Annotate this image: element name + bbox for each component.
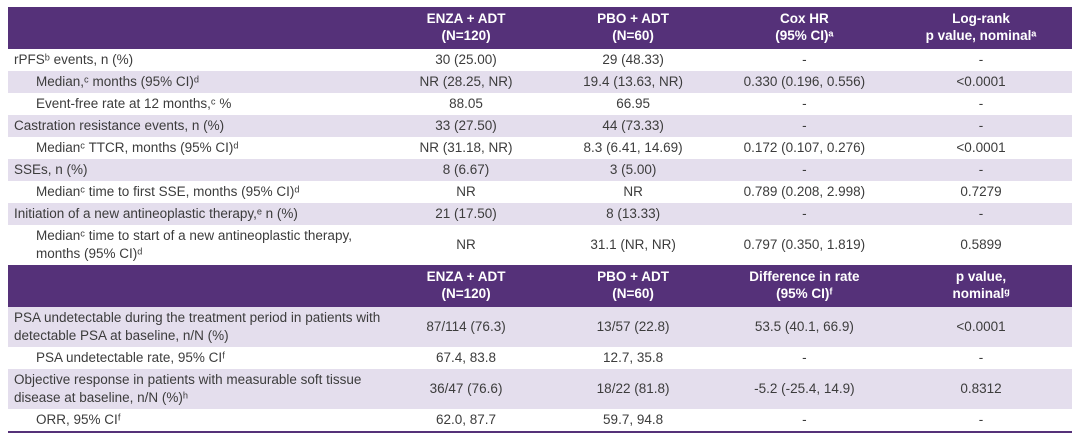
- table-2-header: ENZA + ADT (N=120) PBO + ADT (N=60) Diff…: [8, 264, 1072, 307]
- cell-stat: -: [802, 205, 807, 221]
- cell-enza: 62.0, 87.7: [436, 411, 497, 427]
- cell-enza: NR (28.25, NR): [419, 73, 513, 89]
- header-blank-cell: [8, 264, 385, 307]
- table-row-sses: SSEs, n (%) 8 (6.67) 3 (5.00) - -: [8, 158, 1072, 181]
- cell-enza: 30 (25.00): [435, 51, 497, 67]
- table-row-ttcr-median: Medianᶜ TTCR, months (95% CI)ᵈ NR (31.18…: [8, 136, 1072, 159]
- cell-enza: 33 (27.50): [435, 117, 497, 133]
- cell-pval: 0.8312: [960, 380, 1002, 396]
- table-row-orr: ORR, 95% CIᶠ 62.0, 87.7 59.7, 94.8 - -: [8, 408, 1072, 432]
- header-row: ENZA + ADT (N=120) PBO + ADT (N=60) Diff…: [8, 264, 1072, 307]
- table-row-rpfs-events: rPFSᵇ events, n (%) 30 (25.00) 29 (48.33…: [8, 48, 1072, 71]
- cell-pbo: 13/57 (22.8): [596, 318, 670, 334]
- cell-pval: -: [978, 205, 984, 221]
- table-row-psa-undetectable: PSA undetectable during the treatment pe…: [8, 306, 1072, 347]
- cell-enza: 67.4, 83.8: [436, 349, 497, 365]
- header-pbo-adt: PBO + ADT (N=60): [547, 7, 719, 49]
- header-rate-difference: Difference in rate (95% CI)ᶠ: [718, 264, 891, 307]
- table-row-rpfs-median: Median,ᶜ months (95% CI)ᵈ NR (28.25, NR)…: [8, 70, 1072, 93]
- table-row-new-therapy-initiation: Initiation of a new antineoplastic thera…: [8, 202, 1072, 225]
- cell-pbo: 59.7, 94.8: [603, 411, 664, 427]
- cell-pval: 0.5899: [960, 236, 1002, 252]
- cell-stat: 0.789 (0.208, 2.998): [743, 183, 866, 199]
- cell-pval: -: [978, 411, 984, 427]
- cell-pval: 0.7279: [960, 183, 1002, 199]
- header-cox-hr: Cox HR (95% CI)ᵃ: [718, 7, 891, 49]
- header-p-value-nominal: p value, nominalᵍ: [890, 264, 1072, 307]
- table-row-new-therapy-median: Medianᶜ time to start of a new antineopl…: [8, 224, 1072, 265]
- row-label: rPFSᵇ events, n (%): [14, 51, 134, 67]
- cell-pbo: 19.4 (13.63, NR): [583, 73, 683, 89]
- cell-stat: 0.330 (0.196, 0.556): [743, 73, 866, 89]
- cell-pbo: 12.7, 35.8: [603, 349, 664, 365]
- cell-enza: NR: [456, 236, 476, 252]
- row-label: Medianᶜ time to start of a new antineopl…: [36, 228, 352, 261]
- cell-stat: -: [802, 349, 807, 365]
- cell-stat: 0.797 (0.350, 1.819): [743, 236, 866, 252]
- row-label: PSA undetectable during the treatment pe…: [14, 309, 381, 343]
- cell-stat: -: [802, 117, 807, 133]
- row-label: Medianᶜ time to first SSE, months (95% C…: [36, 183, 300, 199]
- header-enza-adt: ENZA + ADT (N=120): [384, 264, 548, 307]
- table-row-first-sse-median: Medianᶜ time to first SSE, months (95% C…: [8, 180, 1072, 203]
- header-row: ENZA + ADT (N=120) PBO + ADT (N=60) Cox …: [8, 7, 1072, 49]
- cell-stat: -5.2 (-25.4, 14.9): [754, 380, 855, 396]
- cell-stat: -: [802, 51, 807, 67]
- time-to-event-endpoints-table: ENZA + ADT (N=120) PBO + ADT (N=60) Cox …: [8, 7, 1072, 265]
- cell-pval: -: [978, 51, 984, 67]
- row-label: Event-free rate at 12 months,ᶜ %: [36, 95, 232, 111]
- cell-pbo: 66.95: [616, 95, 650, 111]
- response-endpoints-table: ENZA + ADT (N=120) PBO + ADT (N=60) Diff…: [8, 264, 1072, 433]
- table-row-castration-resistance: Castration resistance events, n (%) 33 (…: [8, 114, 1072, 137]
- efficacy-endpoints-table: ENZA + ADT (N=120) PBO + ADT (N=60) Cox …: [8, 7, 1072, 433]
- cell-enza: 87/114 (76.3): [426, 318, 506, 334]
- row-label: SSEs, n (%): [14, 161, 88, 177]
- row-label: Initiation of a new antineoplastic thera…: [14, 205, 298, 221]
- cell-enza: 8 (6.67): [442, 161, 490, 177]
- cell-pval: <0.0001: [956, 73, 1006, 89]
- cell-pbo: 31.1 (NR, NR): [590, 236, 676, 252]
- table-row-psa-undetectable-rate: PSA undetectable rate, 95% CIᶠ 67.4, 83.…: [8, 346, 1072, 369]
- cell-pbo: NR: [623, 183, 643, 199]
- cell-pbo: 18/22 (81.8): [596, 380, 670, 396]
- row-label: PSA undetectable rate, 95% CIᶠ: [36, 349, 226, 365]
- row-label: Medianᶜ TTCR, months (95% CI)ᵈ: [36, 139, 239, 155]
- table-1-header: ENZA + ADT (N=120) PBO + ADT (N=60) Cox …: [8, 7, 1072, 49]
- cell-pval: -: [978, 95, 984, 111]
- cell-pval: -: [978, 117, 984, 133]
- cell-pval: -: [978, 349, 984, 365]
- table-row-event-free-rate: Event-free rate at 12 months,ᶜ % 88.05 6…: [8, 92, 1072, 115]
- cell-stat: 53.5 (40.1, 66.9): [754, 318, 854, 334]
- cell-pbo: 8 (13.33): [606, 205, 661, 221]
- cell-pval: -: [978, 161, 984, 177]
- cell-stat: -: [802, 95, 807, 111]
- cell-enza: 88.05: [449, 95, 483, 111]
- row-label: Median,ᶜ months (95% CI)ᵈ: [36, 73, 199, 89]
- cell-stat: 0.172 (0.107, 0.276): [743, 139, 866, 155]
- cell-pbo: 3 (5.00): [609, 161, 657, 177]
- row-label: Objective response in patients with meas…: [14, 371, 362, 405]
- header-enza-adt: ENZA + ADT (N=120): [384, 7, 548, 49]
- cell-pval: <0.0001: [956, 139, 1006, 155]
- row-label: Castration resistance events, n (%): [14, 117, 225, 133]
- cell-enza: 36/47 (76.6): [429, 380, 503, 396]
- header-pbo-adt: PBO + ADT (N=60): [547, 264, 719, 307]
- cell-enza: NR: [456, 183, 476, 199]
- cell-pval: <0.0001: [956, 318, 1006, 334]
- header-blank-cell: [8, 7, 385, 49]
- table-row-objective-response: Objective response in patients with meas…: [8, 368, 1072, 409]
- cell-enza: 21 (17.50): [435, 205, 497, 221]
- cell-pbo: 8.3 (6.41, 14.69): [583, 139, 683, 155]
- row-label: ORR, 95% CIᶠ: [36, 411, 121, 427]
- cell-stat: -: [802, 161, 807, 177]
- header-log-rank-p: Log-rank p value, nominalᵃ: [890, 7, 1072, 49]
- cell-pbo: 44 (73.33): [602, 117, 664, 133]
- cell-stat: -: [802, 411, 807, 427]
- cell-enza: NR (31.18, NR): [419, 139, 513, 155]
- cell-pbo: 29 (48.33): [602, 51, 664, 67]
